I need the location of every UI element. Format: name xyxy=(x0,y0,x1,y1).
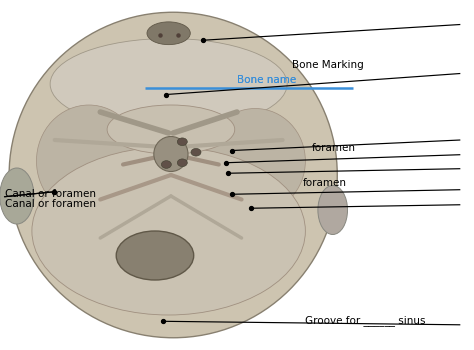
Ellipse shape xyxy=(116,231,194,280)
Ellipse shape xyxy=(9,12,337,338)
Ellipse shape xyxy=(318,186,347,234)
Text: Bone name: Bone name xyxy=(237,75,296,85)
Circle shape xyxy=(177,138,187,146)
Text: Bone Marking: Bone Marking xyxy=(292,60,364,70)
Ellipse shape xyxy=(107,105,235,154)
Text: foramen: foramen xyxy=(312,143,356,153)
Ellipse shape xyxy=(147,22,190,44)
Text: foramen: foramen xyxy=(303,178,347,188)
Ellipse shape xyxy=(50,38,287,130)
Text: Bone name: Bone name xyxy=(237,75,296,85)
Ellipse shape xyxy=(0,168,34,224)
Ellipse shape xyxy=(205,108,305,214)
Circle shape xyxy=(161,161,172,168)
Ellipse shape xyxy=(32,147,305,315)
Ellipse shape xyxy=(36,105,141,217)
Text: Canal or foramen: Canal or foramen xyxy=(5,199,96,209)
Text: Groove for ______ sinus: Groove for ______ sinus xyxy=(305,315,426,326)
Text: Canal or foramen: Canal or foramen xyxy=(5,189,96,199)
Circle shape xyxy=(191,148,201,156)
Ellipse shape xyxy=(154,136,188,172)
Circle shape xyxy=(177,159,187,167)
